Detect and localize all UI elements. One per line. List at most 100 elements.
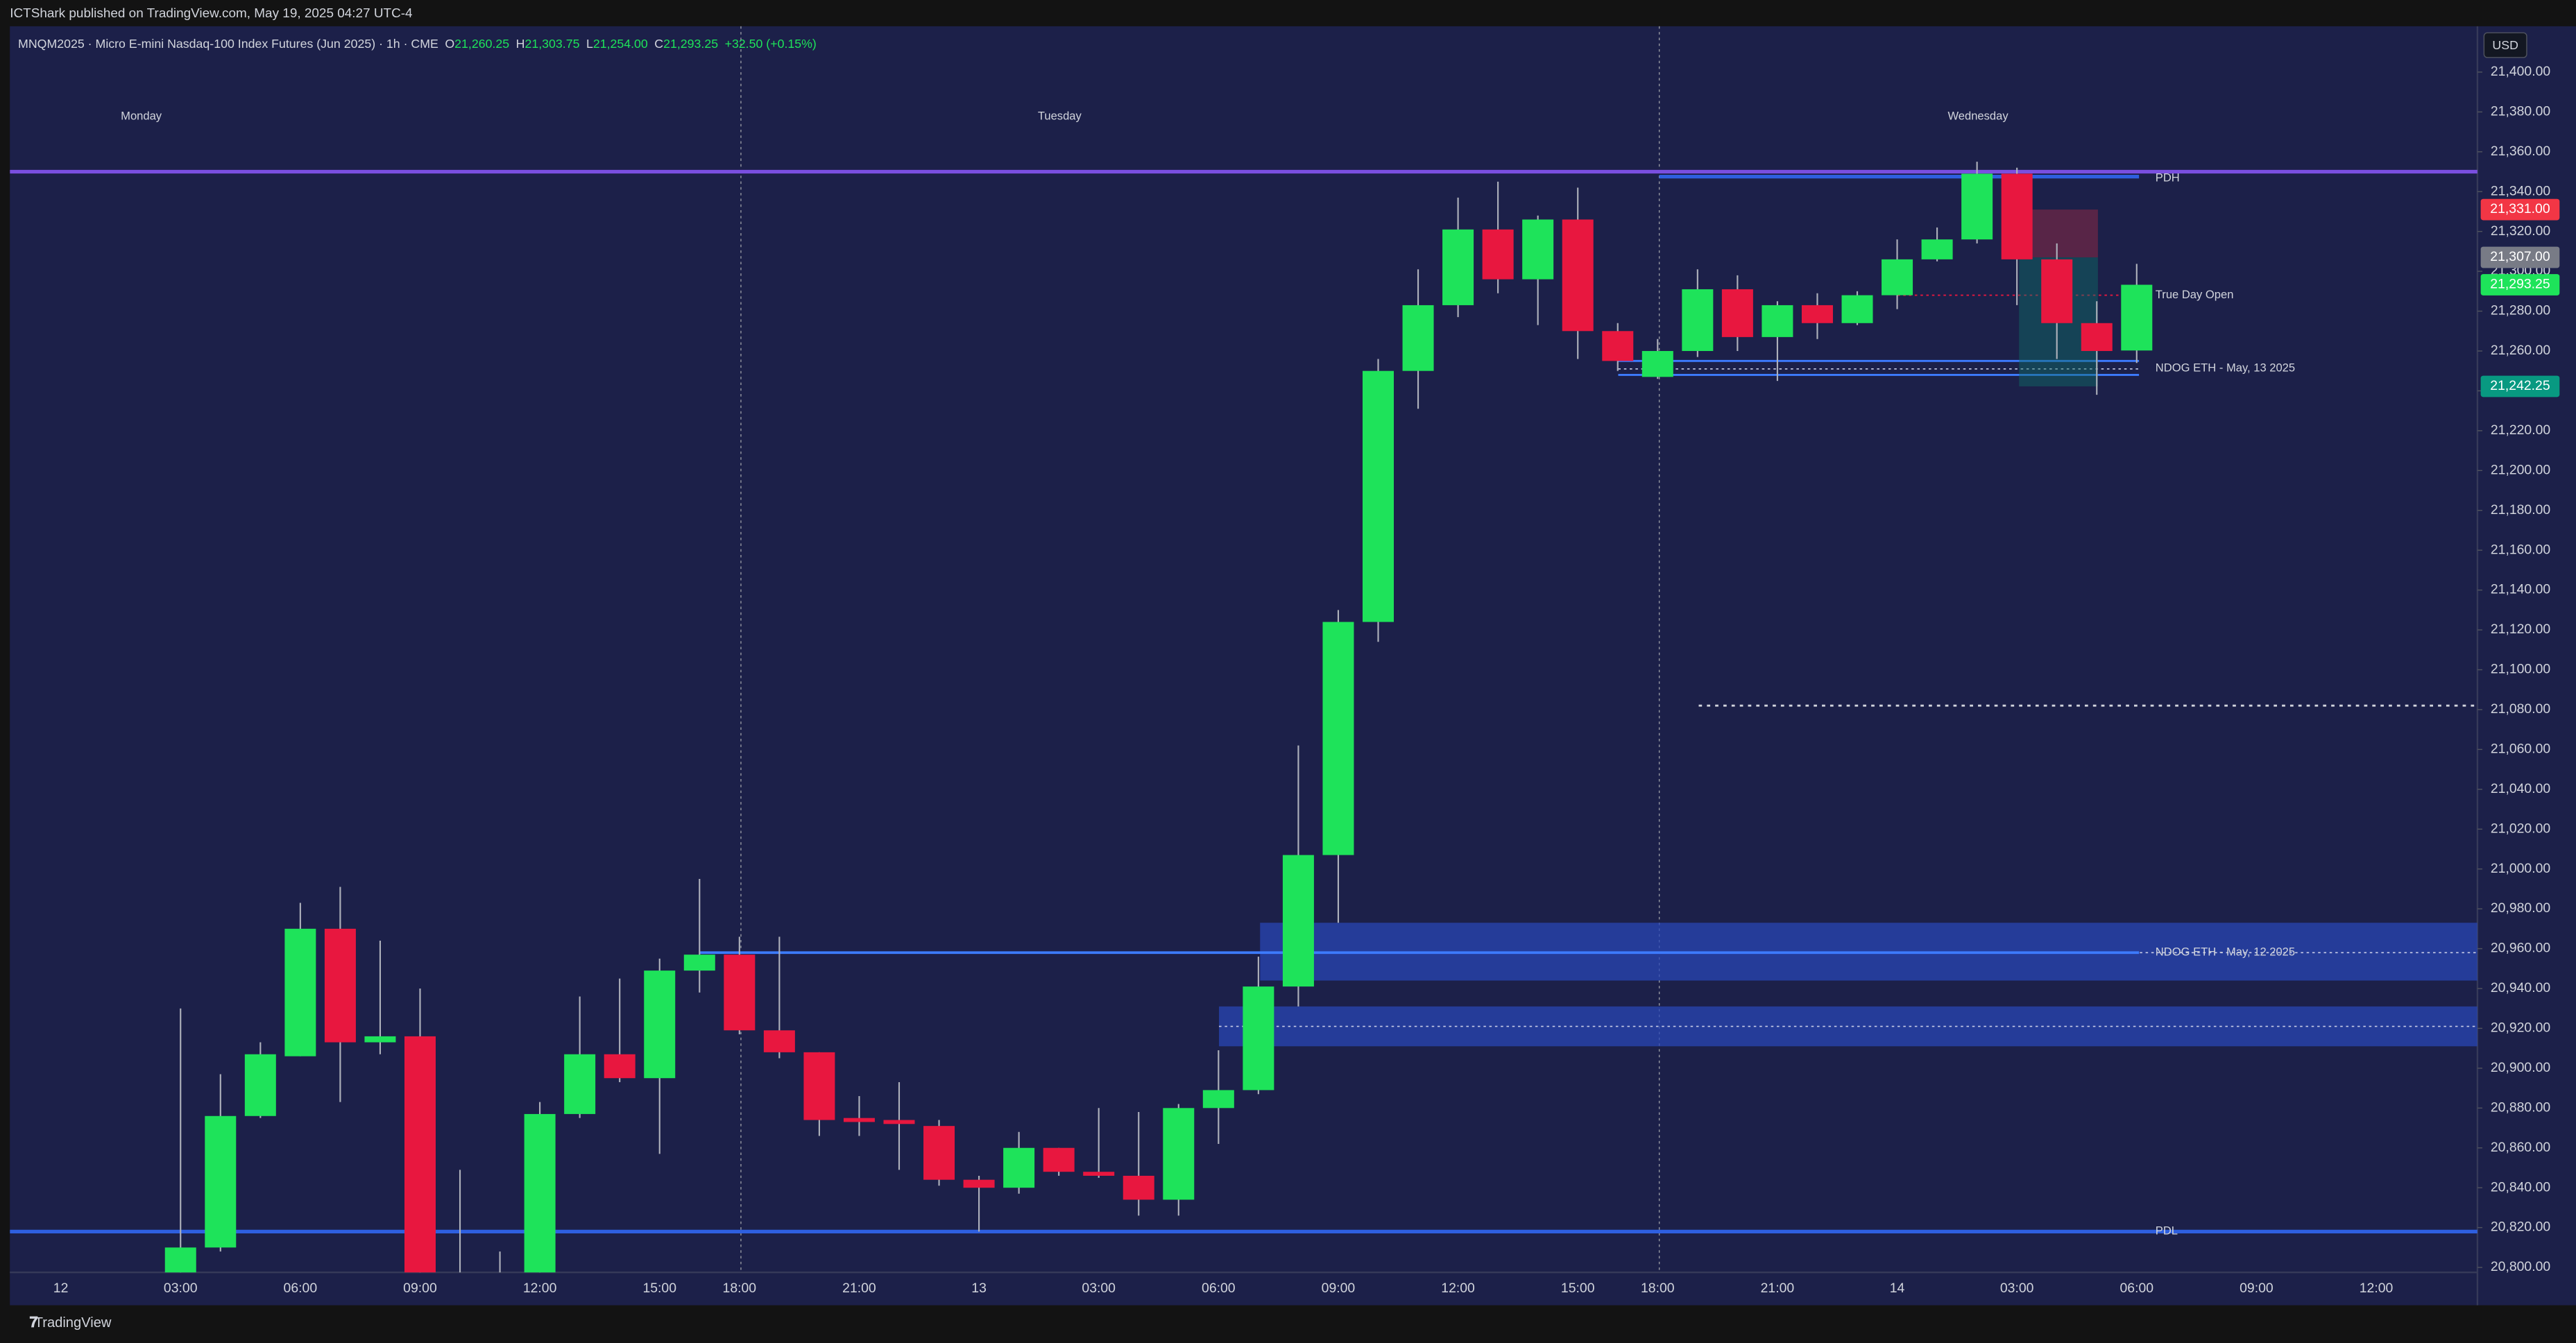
x-tick-label: 03:00 — [164, 1281, 198, 1296]
candle-body — [763, 1030, 795, 1052]
candle-body — [364, 1036, 396, 1043]
y-tick-label: 21,000.00 — [2491, 861, 2551, 876]
candle-body — [1163, 1108, 1195, 1200]
low: 21,254.00 — [593, 37, 648, 51]
y-tick-label: 21,280.00 — [2491, 303, 2551, 318]
candle-body — [324, 928, 356, 1043]
x-tick-label: 14 — [1890, 1281, 1905, 1296]
candle-body — [1801, 305, 1833, 323]
x-tick-label: 21:00 — [842, 1281, 876, 1296]
published: ICTShark published on TradingView.com, M… — [10, 6, 412, 21]
x-tick-label: 13 — [971, 1281, 987, 1296]
price-tag — [2480, 246, 2560, 268]
candle-body — [1123, 1175, 1154, 1200]
y-tick-label: 20,940.00 — [2491, 980, 2551, 995]
y-tick-label: 20,900.00 — [2491, 1060, 2551, 1075]
candle-body — [724, 955, 756, 1031]
currency-button[interactable] — [2483, 32, 2527, 58]
candle-body — [1682, 289, 1714, 351]
candle-body — [1562, 219, 1594, 332]
y-tick-label: 21,200.00 — [2491, 462, 2551, 477]
candle-body — [1322, 622, 1354, 855]
x-tick-label: 06:00 — [284, 1281, 318, 1296]
x-tick-label: 12:00 — [2360, 1281, 2394, 1296]
candle-body — [1083, 1172, 1115, 1176]
price-tag — [2480, 198, 2560, 221]
level-label: True Day Open — [2156, 288, 2234, 301]
candle-body — [843, 1118, 875, 1122]
candle-body — [524, 1113, 556, 1273]
time-axis — [10, 1272, 2477, 1306]
y-tick-label: 21,400.00 — [2491, 64, 2551, 79]
y-tick-label: 21,360.00 — [2491, 144, 2551, 159]
candle-body — [1482, 229, 1514, 280]
candle-body — [1243, 986, 1274, 1090]
candle-body — [1921, 239, 1953, 259]
candle-body — [2001, 173, 2033, 259]
brand: TradingView — [35, 1315, 112, 1331]
x-tick-label: 09:00 — [1322, 1281, 1356, 1296]
y-tick-label: 21,040.00 — [2491, 781, 2551, 796]
x-tick-label: 15:00 — [1561, 1281, 1595, 1296]
candle-body — [1522, 219, 1554, 280]
x-tick-label: 06:00 — [2120, 1281, 2154, 1296]
candle-body — [963, 1179, 995, 1188]
y-tick-label: 21,100.00 — [2491, 662, 2551, 677]
candle-body — [205, 1115, 237, 1248]
high: 21,303.75 — [524, 37, 579, 51]
candle-body — [1363, 370, 1394, 622]
candle-body — [164, 1247, 196, 1273]
y-tick-label: 21,160.00 — [2491, 542, 2551, 557]
level-label: PDL — [2156, 1224, 2178, 1238]
candle-body — [1003, 1147, 1035, 1188]
x-tick-label: 15:00 — [642, 1281, 676, 1296]
candle-body — [1882, 259, 1913, 296]
y-tick-label: 21,220.00 — [2491, 422, 2551, 438]
y-tick-label: 20,800.00 — [2491, 1259, 2551, 1274]
y-tick-label: 21,180.00 — [2491, 502, 2551, 517]
candle-body — [284, 928, 316, 1057]
price-axis — [2477, 26, 2576, 1306]
y-tick-label: 20,960.00 — [2491, 941, 2551, 956]
y-tick-label: 20,980.00 — [2491, 900, 2551, 916]
candle-body — [1602, 331, 1634, 361]
c: C — [654, 37, 663, 51]
gap-label: NDOG ETH - May, 13 2025 — [2156, 361, 2295, 374]
l: L — [586, 37, 593, 51]
o: O — [445, 37, 454, 51]
day-label: Tuesday — [1038, 109, 1082, 122]
candle-body — [1043, 1147, 1075, 1172]
y-tick-label: 21,320.00 — [2491, 223, 2551, 239]
y-tick-label: 20,920.00 — [2491, 1020, 2551, 1036]
symbol: MNQM2025 · Micro E-mini Nasdaq-100 Index… — [18, 37, 438, 51]
x-tick-label: 09:00 — [403, 1281, 437, 1296]
open: 21,260.25 — [454, 37, 509, 51]
candle-body — [2081, 323, 2113, 351]
x-tick-label: 03:00 — [1082, 1281, 1116, 1296]
candle-body — [2041, 259, 2073, 323]
x-tick-label: 12:00 — [523, 1281, 557, 1296]
candle-body — [1841, 295, 1873, 323]
candle-body — [883, 1120, 915, 1124]
day-label: Wednesday — [1947, 109, 2008, 122]
x-tick-label: 18:00 — [723, 1281, 757, 1296]
candle-body — [1402, 305, 1434, 371]
y-tick-label: 21,020.00 — [2491, 821, 2551, 836]
y-tick-label: 20,880.00 — [2491, 1100, 2551, 1115]
candle-body — [1282, 855, 1314, 987]
gap-label: NDOG ETH - May, 12 2025 — [2156, 946, 2295, 959]
candle-body — [1641, 350, 1673, 377]
price-tag-label: 21,307.00 — [2490, 249, 2550, 264]
candle-body — [604, 1054, 636, 1079]
price-tag — [2480, 274, 2560, 296]
candle-body — [564, 1054, 596, 1114]
currency[interactable]: USD — [2492, 38, 2518, 52]
candle-body — [803, 1052, 835, 1120]
close: 21,293.25 — [663, 37, 718, 51]
candle-body — [1442, 229, 1474, 305]
y-tick-label: 20,820.00 — [2491, 1220, 2551, 1235]
candle-body — [1961, 173, 1993, 240]
candle-body — [2121, 284, 2153, 351]
h: H — [516, 37, 525, 51]
